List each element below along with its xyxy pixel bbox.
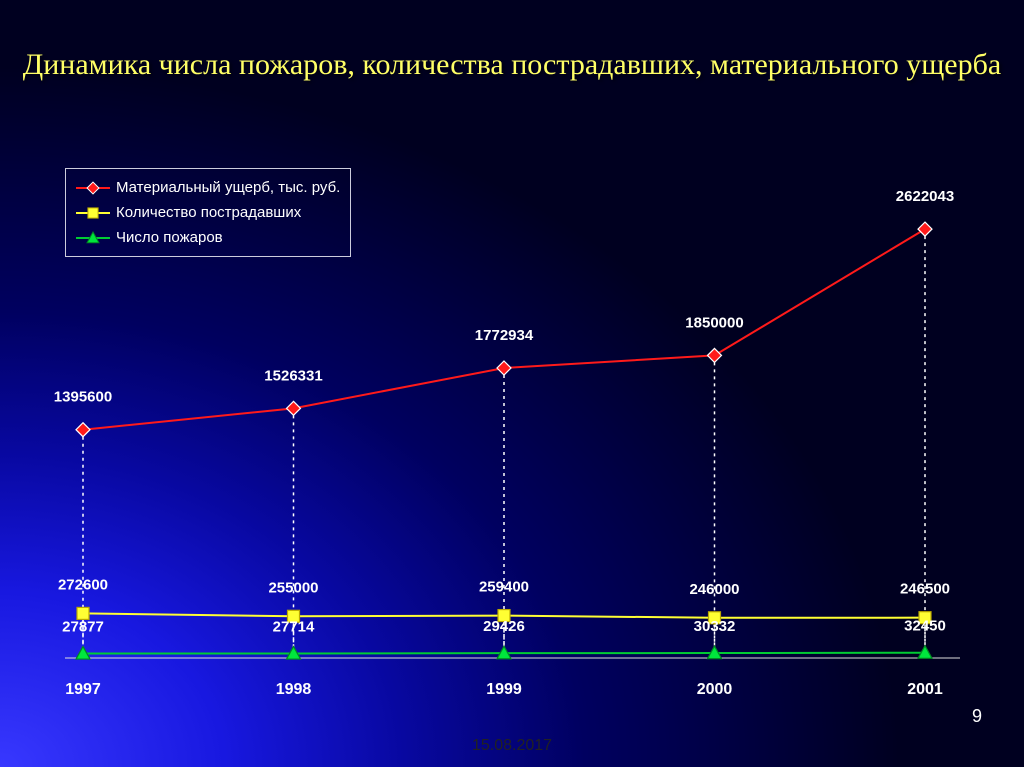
data-label: 32450 <box>904 618 946 635</box>
data-label: 255000 <box>268 579 318 596</box>
data-label: 27877 <box>62 618 104 635</box>
chart-area: 1395600152633117729341850000262204327260… <box>65 160 960 680</box>
data-label: 259400 <box>479 579 529 596</box>
x-category-label: 2000 <box>697 681 733 698</box>
data-label: 30332 <box>694 618 736 635</box>
legend-item: Количество пострадавших <box>76 200 340 225</box>
data-label: 272600 <box>58 576 108 593</box>
x-category-label: 1999 <box>486 681 522 698</box>
legend-label: Количество пострадавших <box>116 204 301 221</box>
data-label: 27714 <box>273 618 315 635</box>
x-category-label: 1998 <box>276 681 312 698</box>
footer-date: 15.08.2017 <box>0 737 1024 755</box>
legend-item: Число пожаров <box>76 225 340 250</box>
legend-item: Материальный ущерб, тыс. руб. <box>76 175 340 200</box>
data-label: 246000 <box>689 581 739 598</box>
data-label: 1526331 <box>264 367 322 384</box>
legend-label: Материальный ущерб, тыс. руб. <box>116 179 340 196</box>
legend-swatch <box>76 206 110 220</box>
data-label: 1772934 <box>475 327 534 344</box>
legend: Материальный ущерб, тыс. руб. Количество … <box>65 168 351 257</box>
x-category-label: 1997 <box>65 681 101 698</box>
data-label: 29426 <box>483 618 525 635</box>
x-category-label: 2001 <box>907 681 943 698</box>
legend-swatch <box>76 181 110 195</box>
data-label: 2622043 <box>896 188 954 205</box>
data-label: 1850000 <box>685 314 743 331</box>
data-label: 246500 <box>900 581 950 598</box>
legend-label: Число пожаров <box>116 229 223 246</box>
legend-swatch <box>76 231 110 245</box>
data-label: 1395600 <box>54 389 112 406</box>
slide-number: 9 <box>972 706 982 727</box>
slide-title: Динамика числа пожаров, количества постр… <box>0 45 1024 86</box>
